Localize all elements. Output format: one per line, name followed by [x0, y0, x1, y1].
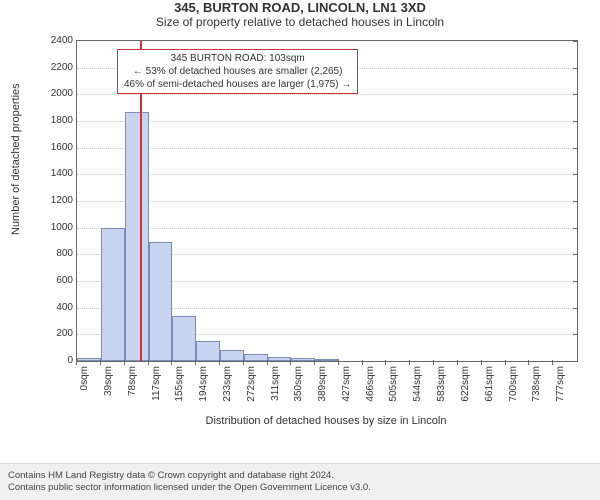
annotation-line-1: 345 BURTON ROAD: 103sqm [124, 52, 351, 65]
y-tick-label: 200 [56, 329, 77, 339]
chart-area: Number of detached properties 345 BURTON… [46, 40, 586, 430]
annotation-line-3: 46% of semi-detached houses are larger (… [124, 78, 351, 91]
chart-subtitle: Size of property relative to detached ho… [0, 15, 600, 29]
chart-container: 345, BURTON ROAD, LINCOLN, LN1 3XD Size … [0, 0, 600, 500]
y-tick-mark [573, 308, 578, 309]
y-tick-label: 2200 [51, 63, 77, 73]
x-tick-mark [528, 360, 529, 365]
y-tick-mark [573, 68, 578, 69]
chart-title: 345, BURTON ROAD, LINCOLN, LN1 3XD [0, 0, 600, 15]
footer: Contains HM Land Registry data © Crown c… [0, 463, 600, 500]
y-tick-mark [573, 121, 578, 122]
footer-line-2: Contains public sector information licen… [8, 482, 592, 494]
x-tick-label: 427sqm [341, 366, 352, 402]
y-tick-label: 1400 [51, 169, 77, 179]
x-tick-mark [290, 360, 291, 365]
x-tick-mark [267, 360, 268, 365]
x-tick-label: 389sqm [317, 366, 328, 402]
y-tick-label: 2400 [51, 36, 77, 46]
x-tick-mark [362, 360, 363, 365]
y-tick-label: 800 [56, 249, 77, 259]
x-tick-mark [219, 360, 220, 365]
histogram-bar [101, 228, 125, 361]
y-tick-label: 2000 [51, 89, 77, 99]
histogram-bar [149, 242, 172, 361]
y-tick-mark [573, 41, 578, 42]
x-tick-mark [552, 360, 553, 365]
x-tick-mark [385, 360, 386, 365]
y-tick-mark [573, 281, 578, 282]
y-tick-label: 1000 [51, 223, 77, 233]
x-tick-mark [195, 360, 196, 365]
plot-area: 345 BURTON ROAD: 103sqm ← 53% of detache… [76, 40, 578, 362]
x-tick-mark [100, 360, 101, 365]
histogram-bar [196, 341, 220, 361]
y-tick-mark [573, 148, 578, 149]
x-tick-mark [76, 360, 77, 365]
x-tick-mark [148, 360, 149, 365]
x-tick-label: 661sqm [484, 366, 495, 402]
x-tick-mark [314, 360, 315, 365]
annotation-box: 345 BURTON ROAD: 103sqm ← 53% of detache… [117, 49, 358, 94]
x-tick-mark [124, 360, 125, 365]
x-tick-label: 622sqm [460, 366, 471, 402]
y-tick-label: 1800 [51, 116, 77, 126]
x-tick-label: 777sqm [555, 366, 566, 402]
annotation-line-2: ← 53% of detached houses are smaller (2,… [124, 65, 351, 78]
x-axis-label: Distribution of detached houses by size … [76, 415, 576, 427]
x-tick-mark [481, 360, 482, 365]
x-tick-label: 544sqm [412, 366, 423, 402]
x-tick-label: 233sqm [222, 366, 233, 402]
histogram-bar [172, 316, 196, 361]
x-tick-label: 311sqm [270, 366, 281, 401]
x-axis: Distribution of detached houses by size … [76, 360, 576, 430]
x-tick-label: 194sqm [198, 366, 209, 402]
x-tick-label: 350sqm [293, 366, 304, 402]
x-tick-label: 117sqm [151, 366, 162, 401]
x-tick-label: 583sqm [436, 366, 447, 402]
y-tick-label: 1600 [51, 143, 77, 153]
y-tick-label: 600 [56, 276, 77, 286]
x-tick-label: 272sqm [246, 366, 257, 402]
x-tick-label: 466sqm [365, 366, 376, 402]
x-tick-label: 700sqm [508, 366, 519, 402]
x-tick-label: 505sqm [388, 366, 399, 402]
y-tick-mark [573, 334, 578, 335]
histogram-bar [125, 112, 149, 361]
x-tick-label: 39sqm [103, 366, 114, 396]
y-tick-label: 400 [56, 303, 77, 313]
x-tick-label: 155sqm [174, 366, 185, 402]
x-tick-mark [433, 360, 434, 365]
x-tick-mark [457, 360, 458, 365]
y-tick-mark [573, 94, 578, 95]
footer-line-1: Contains HM Land Registry data © Crown c… [8, 470, 592, 482]
x-tick-mark [171, 360, 172, 365]
x-tick-mark [243, 360, 244, 365]
x-tick-label: 738sqm [531, 366, 542, 402]
x-tick-label: 78sqm [127, 366, 138, 396]
x-tick-mark [505, 360, 506, 365]
y-tick-mark [573, 254, 578, 255]
y-tick-mark [573, 228, 578, 229]
x-tick-mark [409, 360, 410, 365]
y-tick-label: 1200 [51, 196, 77, 206]
y-tick-mark [573, 174, 578, 175]
y-axis-label: Number of detached properties [10, 83, 22, 235]
y-tick-mark [573, 201, 578, 202]
x-tick-label: 0sqm [79, 366, 90, 390]
x-tick-mark [338, 360, 339, 365]
